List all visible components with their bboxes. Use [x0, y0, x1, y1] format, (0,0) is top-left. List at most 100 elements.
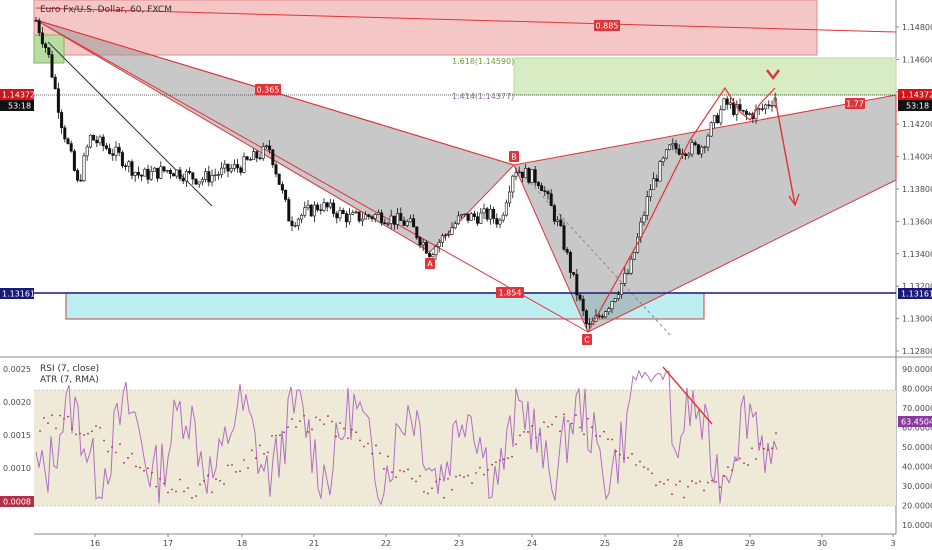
atr-dot: [699, 480, 701, 483]
forecast-arrow: [774, 97, 796, 206]
candle-body: [111, 153, 115, 156]
atr-dot: [347, 437, 349, 440]
candle-body: [293, 225, 297, 227]
atr-dot: [543, 421, 545, 424]
candle-body: [383, 222, 387, 225]
candle-body: [117, 146, 121, 153]
atr-dot: [775, 432, 777, 435]
candle-body: [120, 152, 124, 167]
candle-body: [456, 215, 460, 224]
level-badge-left: 1.13161: [2, 290, 35, 299]
atr-dot: [367, 442, 369, 445]
atr-dot: [407, 468, 409, 471]
atr-dot: [459, 474, 461, 477]
candle-body: [565, 249, 569, 253]
candle-body: [207, 171, 211, 183]
candle-body: [632, 252, 636, 260]
candle-body: [428, 252, 432, 258]
atr-dot: [563, 413, 565, 416]
red-zone: [33, 0, 818, 56]
candle-body: [149, 170, 153, 180]
candle-body: [200, 179, 204, 183]
atr-dot: [75, 433, 77, 436]
target-marker: [766, 69, 780, 80]
candle-body: [316, 204, 320, 211]
candle-body: [536, 182, 540, 186]
point-c-label: C: [584, 336, 590, 345]
atr-dot: [39, 430, 41, 432]
atr-dot: [599, 435, 601, 438]
atr-dot: [83, 434, 85, 436]
atr-dot: [375, 444, 377, 447]
candle-body: [92, 134, 96, 141]
price-tick: 1.13400: [902, 250, 932, 259]
atr-dot: [399, 469, 401, 472]
candle-body: [552, 205, 556, 222]
candle-body: [82, 155, 86, 181]
atr-dot: [387, 455, 389, 458]
time-tick: 21: [309, 539, 319, 548]
candle-body: [380, 212, 384, 224]
candle-body: [34, 20, 38, 22]
atr-dot: [571, 422, 573, 425]
candle-body: [488, 208, 492, 220]
atr-dot: [107, 450, 109, 453]
point-c-label-bg: [582, 334, 592, 345]
atr-dot: [439, 478, 441, 481]
candle-body: [447, 234, 451, 236]
atr-dot: [603, 430, 605, 433]
candle-body: [76, 170, 80, 181]
atr-dot: [423, 490, 425, 493]
candle-body: [748, 113, 752, 115]
atr-dot: [207, 474, 209, 477]
atr-dot: [363, 445, 365, 448]
atr-dot: [487, 468, 489, 471]
candle-body: [479, 212, 483, 224]
candle-body: [712, 115, 716, 124]
atr-dot: [515, 443, 517, 446]
candle-body: [549, 193, 553, 206]
candle-body: [424, 242, 428, 254]
atr-dot: [739, 457, 741, 460]
candle-body: [693, 142, 697, 145]
candle-body: [540, 185, 544, 192]
candle-body: [124, 165, 128, 167]
candle-body: [508, 191, 512, 204]
atr-dot: [295, 426, 297, 428]
candle-body: [143, 168, 147, 177]
candle-body: [418, 237, 422, 246]
atr-dot: [715, 481, 717, 483]
xc-ratio-label: 1.854: [499, 289, 522, 298]
atr-dot: [719, 486, 721, 489]
atr-dot: [47, 422, 49, 425]
candle-body: [325, 202, 329, 208]
candle-body: [661, 157, 665, 162]
rsi-tick: 20.0000: [902, 502, 932, 511]
candle-body: [220, 167, 224, 175]
atr-dot: [527, 431, 529, 433]
price-tick: 1.14800: [902, 23, 932, 32]
candle-body: [671, 143, 675, 146]
atr-badge: 0.0008: [3, 498, 31, 507]
candle-body: [620, 283, 624, 296]
candle-body: [210, 175, 214, 183]
atr-dot: [615, 450, 617, 453]
candle-body: [610, 301, 614, 310]
atr-dot: [203, 479, 205, 482]
atr-dot: [279, 434, 281, 437]
candle-body: [108, 148, 112, 154]
candle-body: [597, 315, 601, 317]
candle-body: [229, 168, 233, 172]
xc-line: [35, 19, 589, 333]
atr-dot: [311, 428, 313, 431]
candle-body: [392, 215, 396, 225]
atr-dot: [727, 466, 729, 469]
candle-body: [546, 191, 550, 195]
current-price-badge-bg: [898, 89, 932, 100]
candle-body: [706, 135, 710, 148]
candle-body: [655, 178, 659, 182]
atr-dot: [687, 485, 689, 488]
atr-dot: [227, 464, 229, 467]
time-tick: 18: [237, 539, 247, 548]
